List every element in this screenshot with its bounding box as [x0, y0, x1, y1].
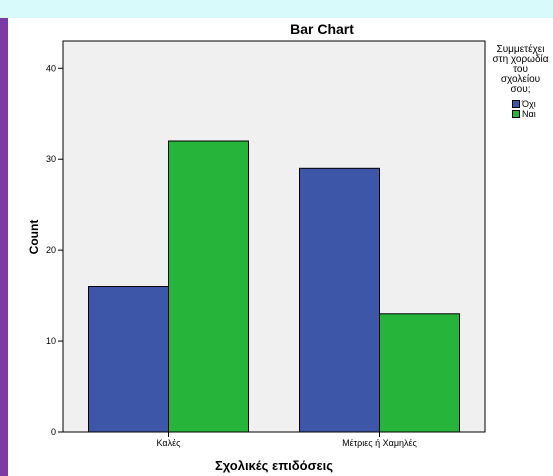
legend-swatch — [512, 110, 520, 118]
window-left-edge — [0, 18, 8, 476]
x-tick-label: Μέτριες ή Χαμηλές — [342, 438, 417, 448]
y-tick-label: 20 — [46, 245, 56, 255]
legend-swatch — [512, 100, 520, 108]
legend-label: Ναι — [522, 109, 536, 119]
y-axis-label: Count — [27, 220, 41, 255]
bar-0-0 — [88, 286, 169, 433]
x-tick-label: Καλές — [157, 438, 182, 448]
y-tick-label: 0 — [51, 427, 56, 437]
bar-1-0 — [299, 167, 380, 433]
legend-item: Όχι — [512, 99, 553, 109]
legend: Συμμετέχει στη χορωδία του σχολείου σου;… — [488, 44, 553, 120]
top-band — [0, 0, 553, 18]
legend-item: Ναι — [512, 109, 553, 119]
legend-items: Όχι Ναι — [488, 99, 553, 119]
bar-0-1 — [168, 140, 249, 433]
y-tick-label: 30 — [46, 154, 56, 164]
legend-label: Όχι — [522, 99, 536, 109]
chart-title: Bar Chart — [290, 21, 354, 37]
y-tick-label: 10 — [46, 336, 56, 346]
legend-title: Συμμετέχει στη χορωδία του σχολείου σου; — [492, 44, 549, 95]
x-axis-label: Σχολικές επιδόσεις — [215, 458, 333, 473]
bar-1-1 — [379, 313, 460, 433]
y-tick-label: 40 — [46, 63, 56, 73]
